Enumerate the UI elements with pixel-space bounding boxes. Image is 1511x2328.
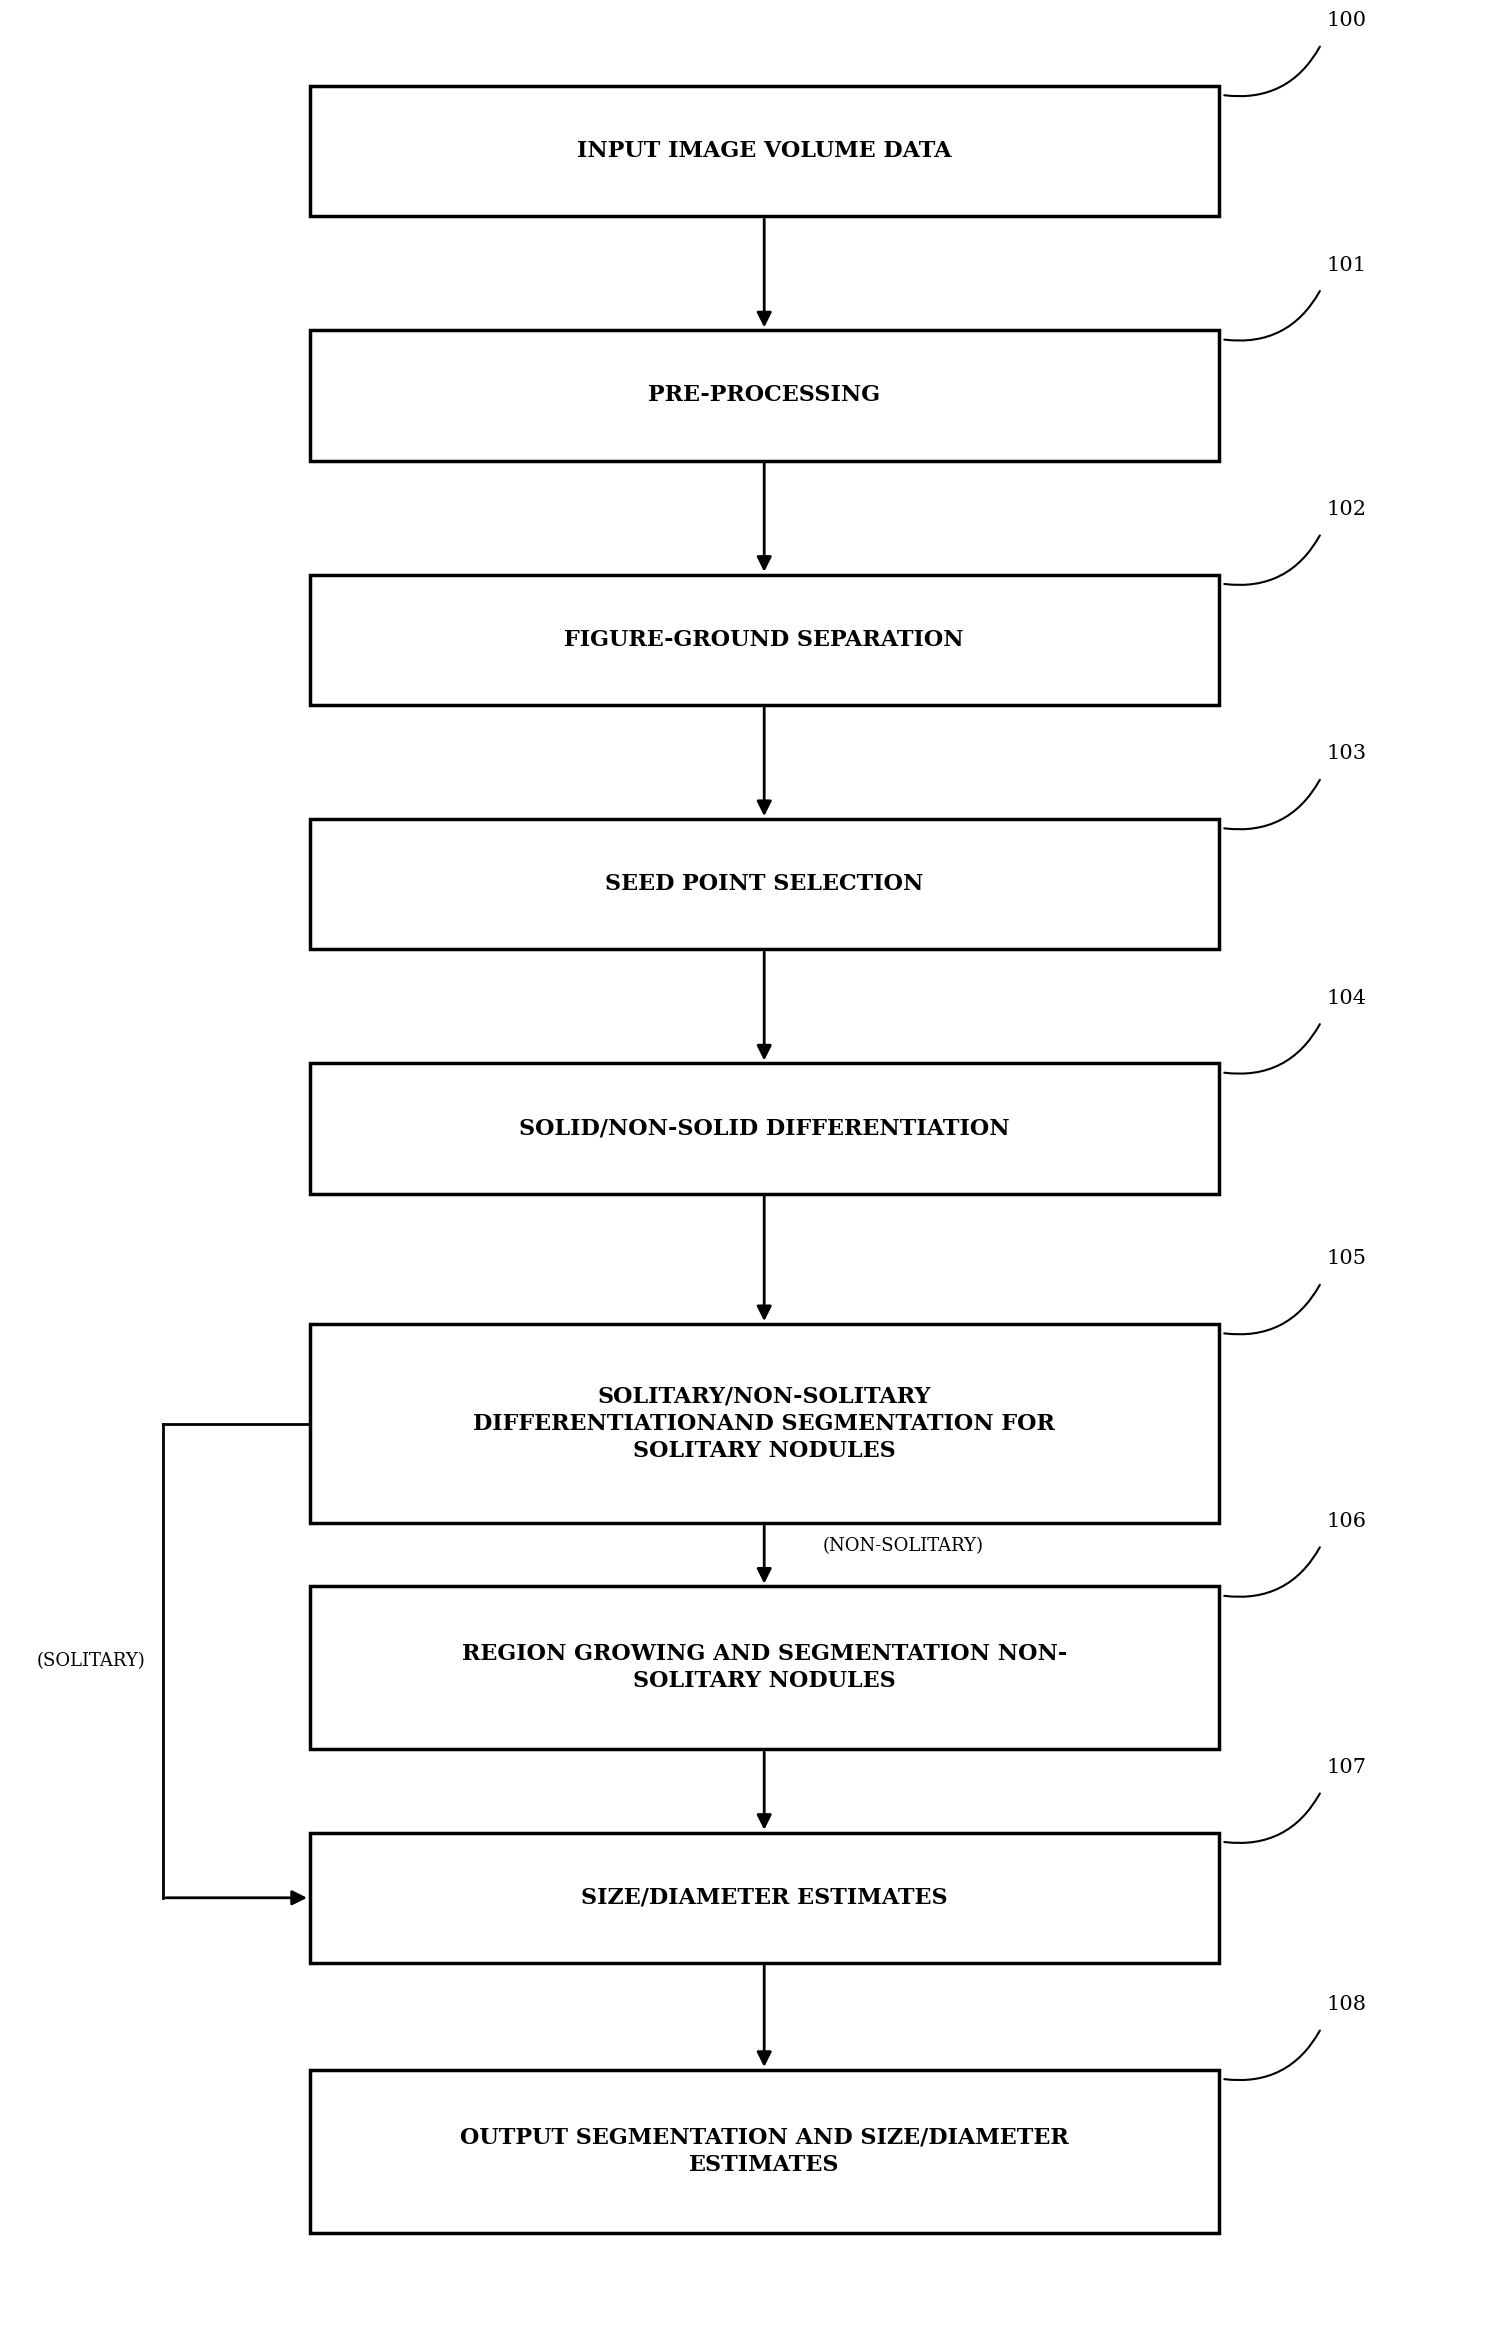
Text: OUTPUT SEGMENTATION AND SIZE/DIAMETER
ESTIMATES: OUTPUT SEGMENTATION AND SIZE/DIAMETER ES… (459, 2128, 1068, 2177)
Text: 105: 105 (1327, 1250, 1366, 1269)
Bar (310, 1585, 1218, 1748)
Text: (NON-SOLITARY): (NON-SOLITARY) (823, 1536, 984, 1555)
Text: SIZE/DIAMETER ESTIMATES: SIZE/DIAMETER ESTIMATES (580, 1886, 947, 1909)
Bar (310, 1832, 1218, 1963)
FancyArrowPatch shape (1224, 1285, 1321, 1334)
Text: INPUT IMAGE VOLUME DATA: INPUT IMAGE VOLUME DATA (577, 140, 952, 163)
Text: FIGURE-GROUND SEPARATION: FIGURE-GROUND SEPARATION (565, 629, 964, 652)
FancyArrowPatch shape (1224, 535, 1321, 584)
Bar (310, 575, 1218, 705)
Text: 106: 106 (1327, 1511, 1366, 1532)
FancyArrowPatch shape (1224, 47, 1321, 95)
Text: SOLID/NON-SOLID DIFFERENTIATION: SOLID/NON-SOLID DIFFERENTIATION (518, 1117, 1009, 1138)
Text: 100: 100 (1327, 12, 1366, 30)
Text: REGION GROWING AND SEGMENTATION NON-
SOLITARY NODULES: REGION GROWING AND SEGMENTATION NON- SOL… (461, 1644, 1067, 1692)
Bar (310, 331, 1218, 461)
Text: 103: 103 (1327, 745, 1366, 764)
FancyArrowPatch shape (1224, 1024, 1321, 1073)
Text: PRE-PROCESSING: PRE-PROCESSING (648, 384, 881, 407)
Text: 104: 104 (1327, 989, 1366, 1008)
FancyArrowPatch shape (1224, 1548, 1321, 1597)
Bar (310, 2070, 1218, 2233)
FancyArrowPatch shape (1224, 2030, 1321, 2081)
FancyArrowPatch shape (1224, 780, 1321, 829)
Text: SEED POINT SELECTION: SEED POINT SELECTION (604, 873, 923, 894)
Bar (310, 1325, 1218, 1523)
Text: 107: 107 (1327, 1758, 1366, 1776)
FancyArrowPatch shape (1224, 1793, 1321, 1844)
Text: (SOLITARY): (SOLITARY) (36, 1651, 145, 1669)
Text: 108: 108 (1327, 1995, 1366, 2014)
FancyArrowPatch shape (1224, 291, 1321, 340)
Bar (310, 1064, 1218, 1194)
Text: 101: 101 (1327, 256, 1366, 275)
Bar (310, 86, 1218, 217)
Text: 102: 102 (1327, 501, 1366, 519)
Text: SOLITARY/NON-SOLITARY
DIFFERENTIATIONAND SEGMENTATION FOR
SOLITARY NODULES: SOLITARY/NON-SOLITARY DIFFERENTIATIONAND… (473, 1385, 1055, 1462)
Bar (310, 819, 1218, 950)
